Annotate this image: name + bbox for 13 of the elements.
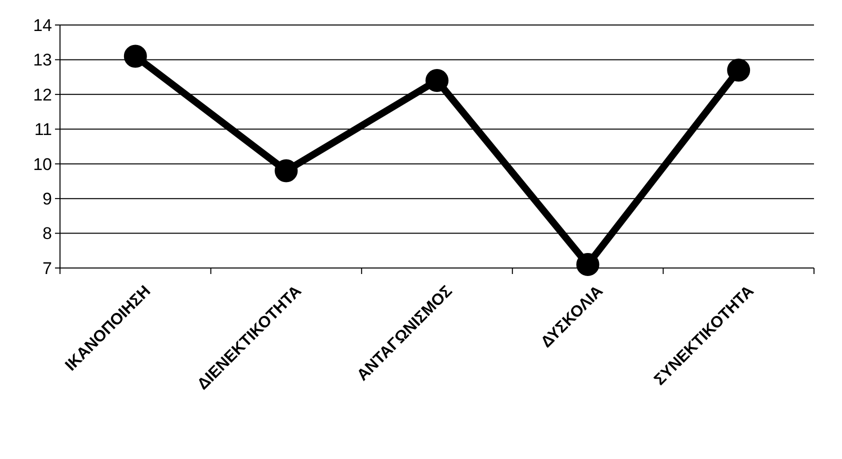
point xyxy=(274,159,298,182)
y-tick-label: 7 xyxy=(42,258,52,278)
y-tick-label: 10 xyxy=(33,154,52,174)
point xyxy=(426,69,448,92)
point xyxy=(727,58,750,82)
y-tick-label: 8 xyxy=(42,224,52,244)
point xyxy=(124,44,147,68)
y-tick-label: 14 xyxy=(33,16,52,35)
y-tick-label: 12 xyxy=(33,85,52,104)
y-tick-label: 13 xyxy=(33,50,52,70)
y-tick-label: 9 xyxy=(42,190,52,209)
y-tick-label: 11 xyxy=(34,120,52,140)
point xyxy=(576,253,600,276)
